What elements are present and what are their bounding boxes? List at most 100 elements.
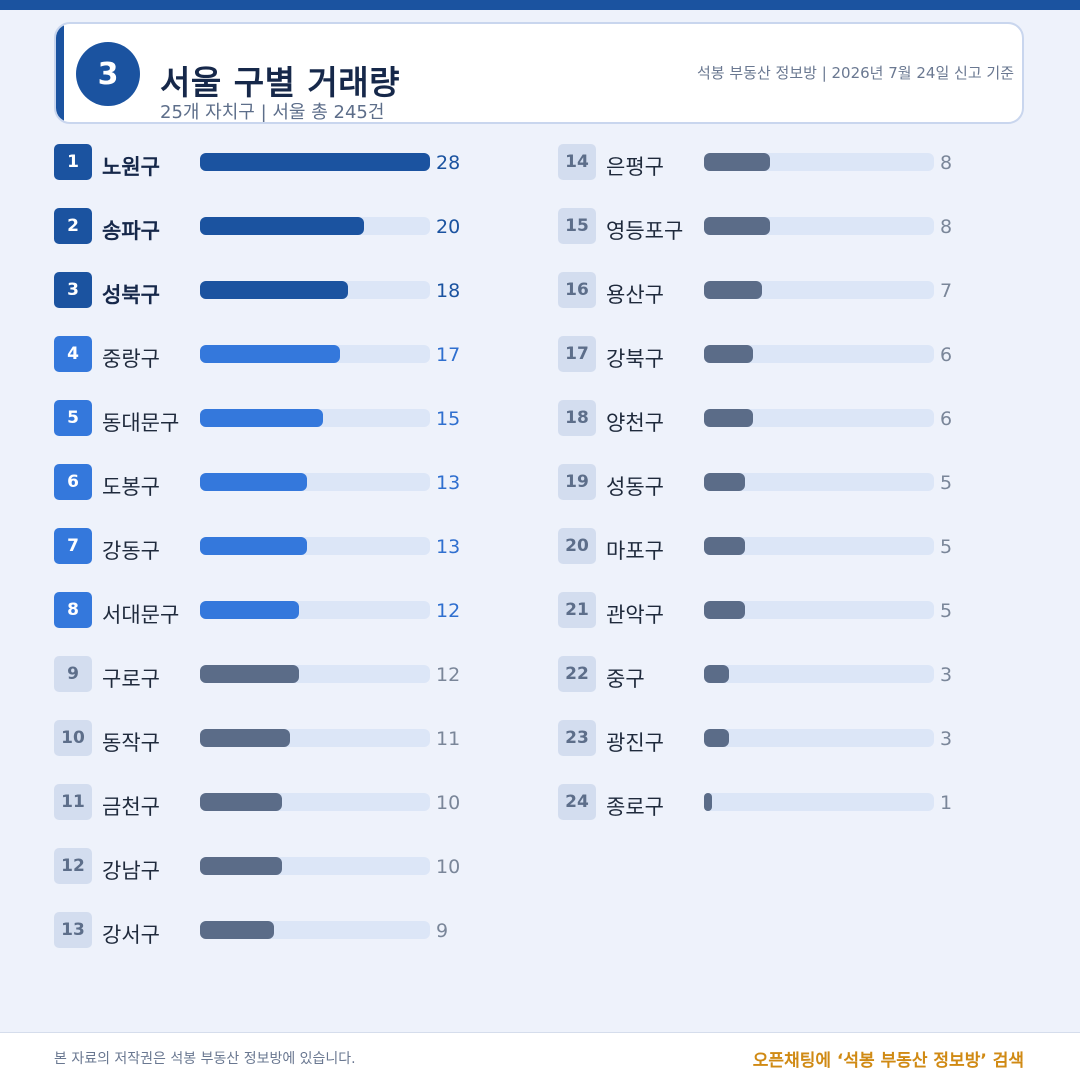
rank-badge: 24 [558, 784, 596, 820]
chart-row: 1 노원구 28 [54, 140, 494, 180]
chart-row: 18 양천구 6 [558, 396, 998, 436]
chart-row: 8 서대문구 12 [54, 588, 494, 628]
data-label: 13 [436, 536, 461, 558]
bar-track [704, 729, 934, 747]
chart-row: 7 강동구 13 [54, 524, 494, 564]
bar-track [200, 857, 430, 875]
rank-badge: 21 [558, 592, 596, 628]
bar [704, 217, 770, 235]
bar [200, 281, 348, 299]
data-label: 7 [940, 280, 953, 302]
rank-badge: 20 [558, 528, 596, 564]
data-label: 8 [940, 152, 953, 174]
bar [704, 537, 745, 555]
rank-badge: 19 [558, 464, 596, 500]
bar [200, 601, 299, 619]
bar [704, 473, 745, 491]
bar [200, 217, 364, 235]
data-label: 11 [436, 728, 461, 750]
data-label: 20 [436, 216, 461, 238]
rank-badge: 7 [54, 528, 92, 564]
rank-badge: 14 [558, 144, 596, 180]
chart-row: 19 성동구 5 [558, 460, 998, 500]
bar-track [704, 601, 934, 619]
rank-badge: 15 [558, 208, 596, 244]
rank-badge: 9 [54, 656, 92, 692]
bar [200, 921, 274, 939]
bar-track [704, 537, 934, 555]
footer-divider [0, 1032, 1080, 1033]
data-label: 5 [940, 536, 953, 558]
data-label: 9 [436, 920, 449, 942]
bar-track [200, 729, 430, 747]
chart-row: 2 송파구 20 [54, 204, 494, 244]
rank-badge: 4 [54, 336, 92, 372]
chart-row: 4 중랑구 17 [54, 332, 494, 372]
header-card: 3 서울 구별 거래량 25개 자치구 | 서울 총 245건 석봉 부동산 정… [54, 22, 1024, 124]
category-label: 마포구 [606, 539, 664, 563]
chart-row: 14 은평구 8 [558, 140, 998, 180]
rank-badge: 8 [54, 592, 92, 628]
rank-badge: 13 [54, 912, 92, 948]
bar [200, 793, 282, 811]
page-subtitle: 25개 자치구 | 서울 총 245건 [160, 102, 385, 123]
data-label: 28 [436, 152, 461, 174]
bar-track [200, 793, 430, 811]
bar [704, 409, 753, 427]
data-label: 3 [940, 664, 953, 686]
bar [200, 537, 307, 555]
bar [200, 153, 430, 171]
category-label: 서대문구 [102, 603, 180, 627]
chart-row: 9 구로구 12 [54, 652, 494, 692]
bar [704, 345, 753, 363]
category-label: 광진구 [606, 731, 664, 755]
chart-row: 17 강북구 6 [558, 332, 998, 372]
category-label: 구로구 [102, 667, 160, 691]
category-label: 강동구 [102, 539, 160, 563]
chart-row: 11 금천구 10 [54, 780, 494, 820]
bar-track [200, 281, 430, 299]
rank-badge: 5 [54, 400, 92, 436]
bar-track [704, 345, 934, 363]
category-label: 용산구 [606, 283, 664, 307]
rank-badge: 18 [558, 400, 596, 436]
bar [704, 729, 729, 747]
bar [704, 153, 770, 171]
top-stripe [0, 0, 1080, 10]
data-label: 12 [436, 664, 461, 686]
category-label: 양천구 [606, 411, 664, 435]
category-label: 성북구 [102, 283, 160, 307]
bar [200, 409, 323, 427]
category-label: 중구 [606, 667, 645, 691]
bar [200, 473, 307, 491]
rank-badge: 1 [54, 144, 92, 180]
chart-row: 12 강남구 10 [54, 844, 494, 884]
rank-badge: 10 [54, 720, 92, 756]
data-label: 5 [940, 472, 953, 494]
data-label: 15 [436, 408, 461, 430]
chart-row: 23 광진구 3 [558, 716, 998, 756]
header-number-badge: 3 [76, 42, 140, 106]
bar [704, 665, 729, 683]
data-label: 12 [436, 600, 461, 622]
chart-row: 16 용산구 7 [558, 268, 998, 308]
bar [704, 281, 762, 299]
rank-badge: 17 [558, 336, 596, 372]
bar [200, 729, 290, 747]
rank-badge: 6 [54, 464, 92, 500]
category-label: 은평구 [606, 155, 664, 179]
category-label: 동대문구 [102, 411, 180, 435]
bar [200, 857, 282, 875]
bar-track [200, 409, 430, 427]
open-chat-cta: 오픈채팅에 ‘석봉 부동산 정보방’ 검색 [752, 1051, 1024, 1071]
chart-row: 6 도봉구 13 [54, 460, 494, 500]
chart-row: 10 동작구 11 [54, 716, 494, 756]
chart-row: 20 마포구 5 [558, 524, 998, 564]
data-label: 17 [436, 344, 461, 366]
chart-row: 15 영등포구 8 [558, 204, 998, 244]
footer: 본 자료의 저작권은 석봉 부동산 정보방에 있습니다. 오픈채팅에 ‘석봉 부… [0, 1033, 1080, 1080]
bar [200, 345, 340, 363]
bar-track [704, 153, 934, 171]
category-label: 금천구 [102, 795, 160, 819]
rank-badge: 3 [54, 272, 92, 308]
